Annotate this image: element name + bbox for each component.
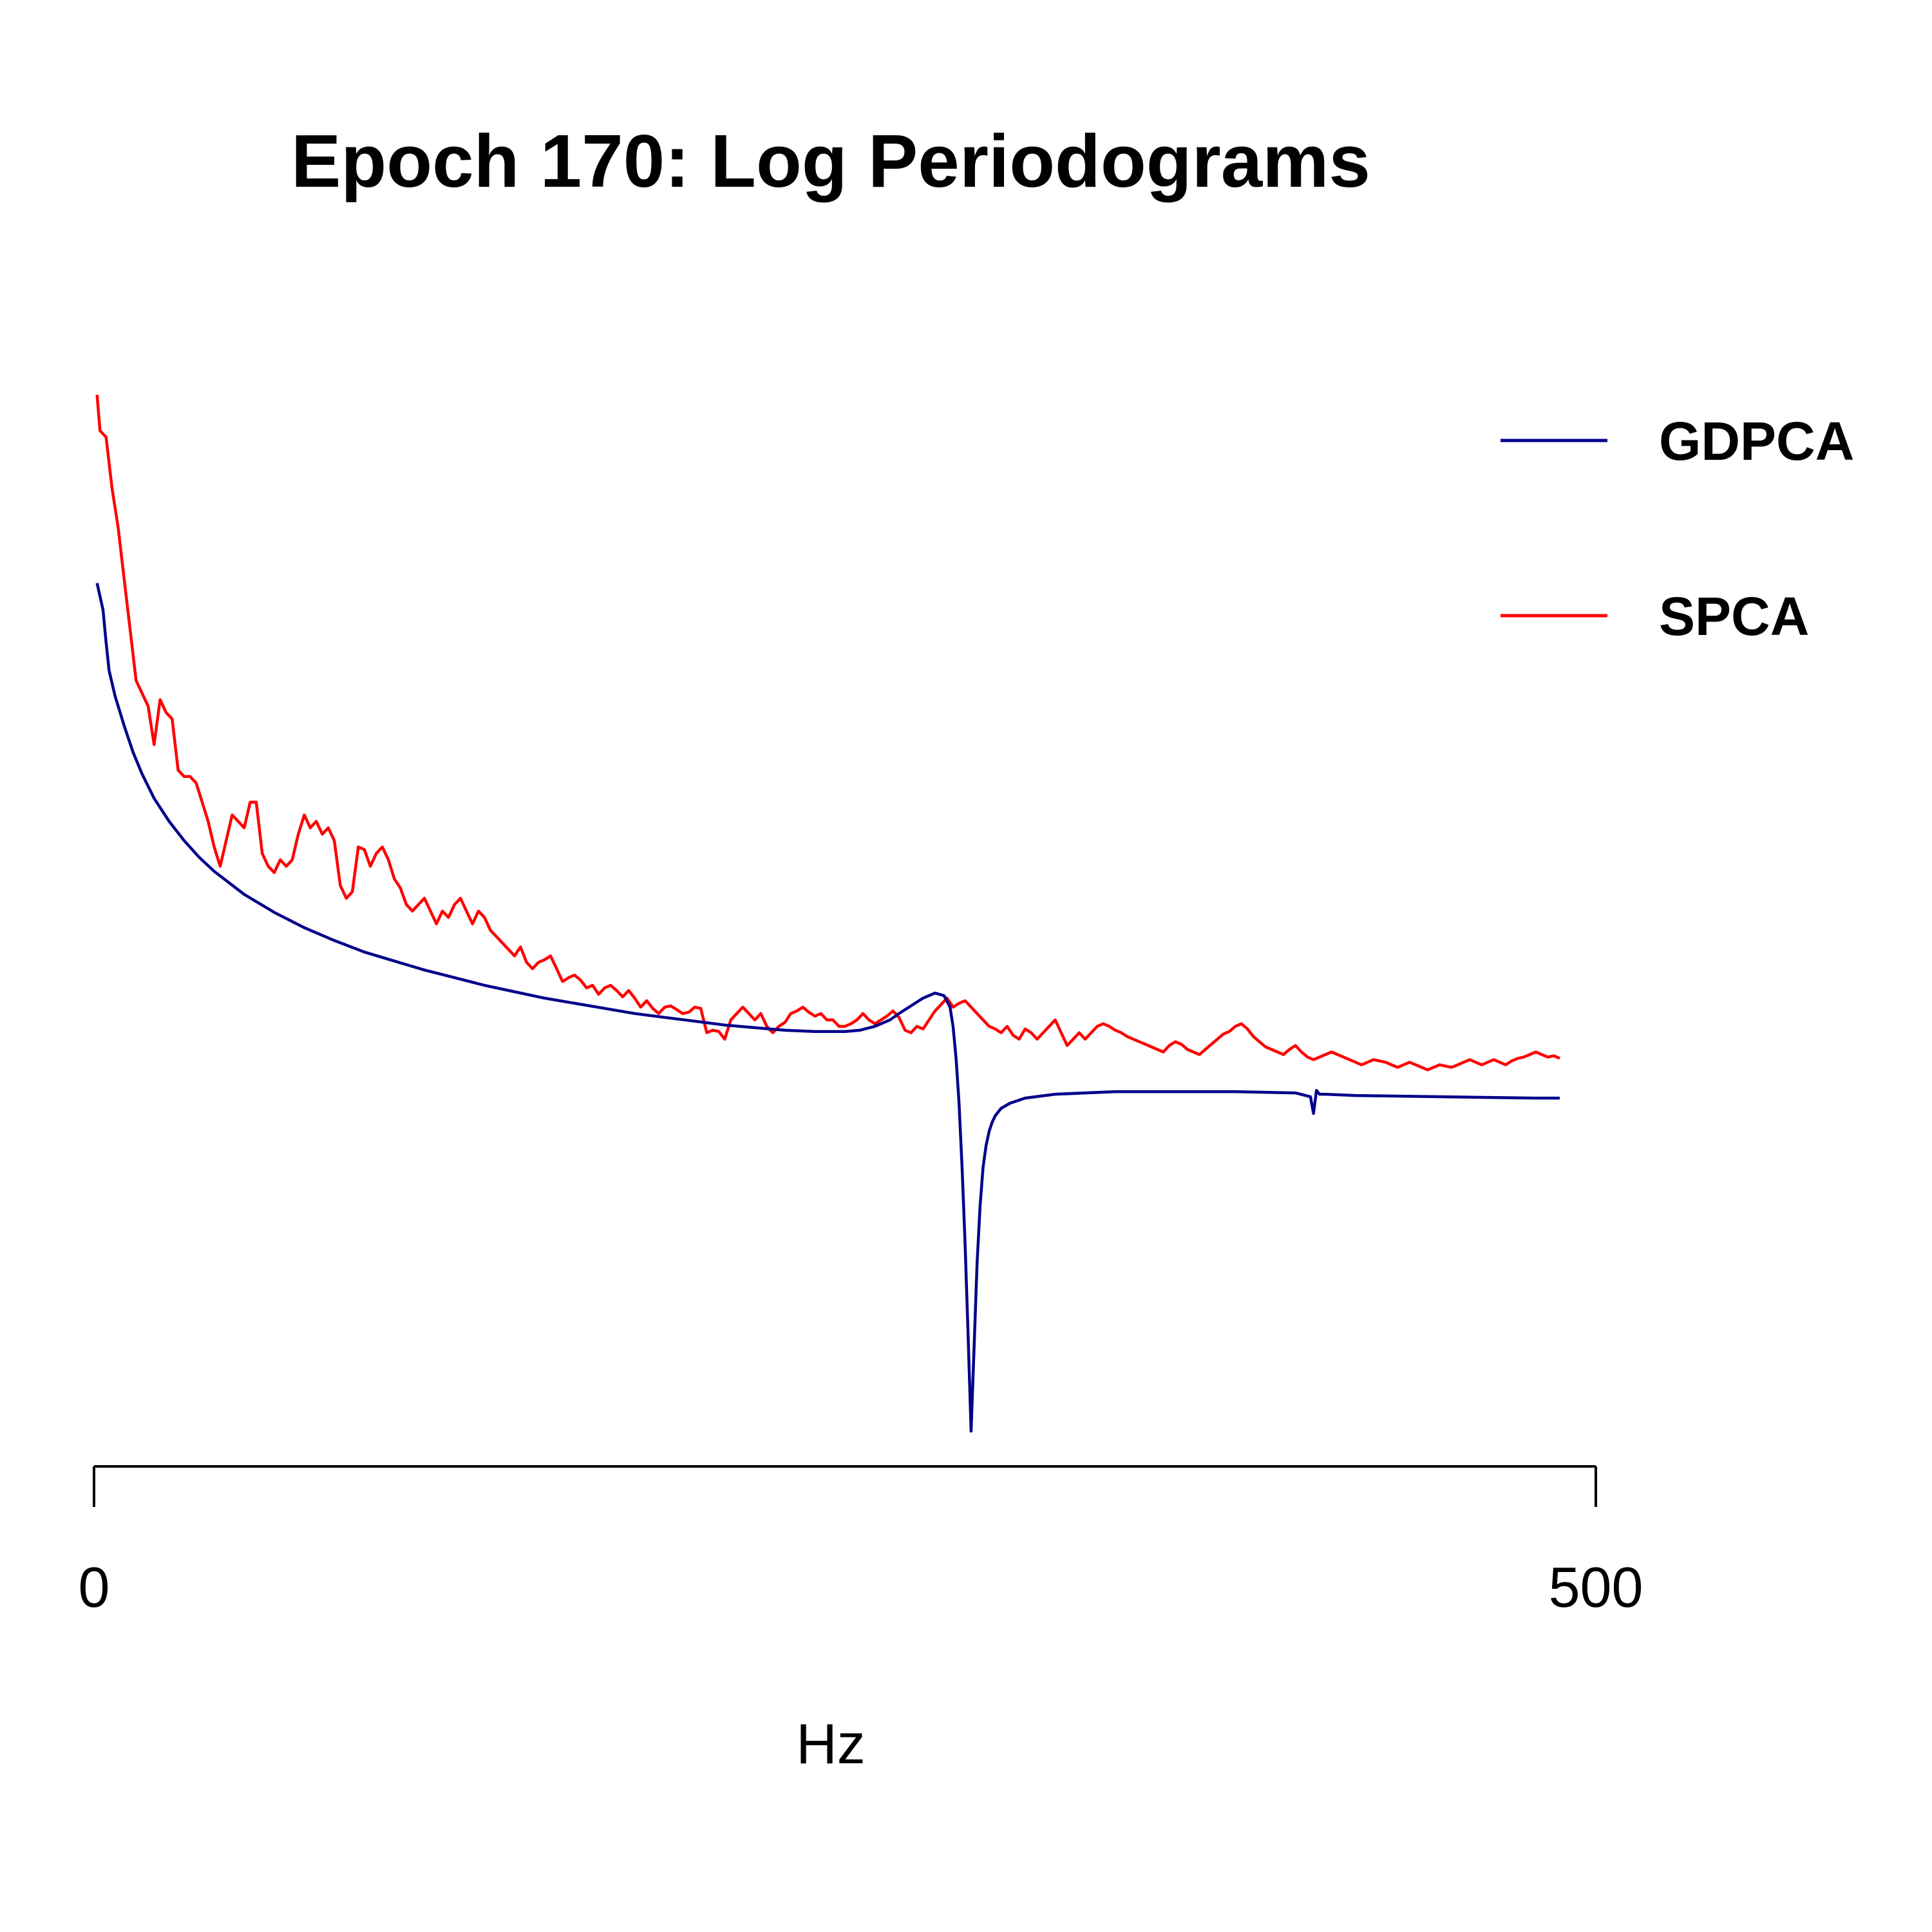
x-tick-label: 0 [79, 1555, 110, 1619]
x-tick-label: 500 [1549, 1555, 1643, 1619]
x-axis: 0 500 [79, 1465, 1643, 1619]
legend-label-spca: SPCA [1659, 586, 1809, 647]
legend-label-gdpca: GDPCA [1659, 411, 1854, 471]
legend: GDPCA SPCA [1501, 411, 1854, 647]
plot-area [95, 394, 1560, 1433]
series-line-gdpca [95, 583, 1560, 1433]
x-axis-title: Hz [796, 1712, 866, 1776]
series-line-spca [95, 394, 1560, 1072]
chart-title: Epoch 170: Log Periodograms [291, 119, 1370, 203]
